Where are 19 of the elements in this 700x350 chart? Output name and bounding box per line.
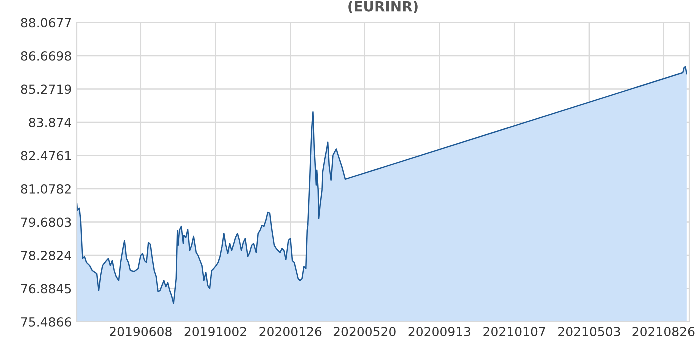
chart-title: (EURINR)	[348, 1, 418, 14]
x-tick-label: 20210503	[558, 327, 620, 337]
y-tick-label: 78.2824	[21, 250, 72, 260]
y-tick-label: 82.4761	[21, 151, 71, 161]
x-tick-label: 20200913	[408, 327, 471, 337]
y-tick-label: 85.2719	[21, 84, 72, 94]
x-tick-label: 20210826	[632, 327, 695, 337]
y-tick-label: 86.6698	[21, 51, 72, 61]
x-tick-label: 20200520	[334, 327, 396, 337]
y-tick-label: 75.4866	[21, 317, 72, 327]
y-tick-label: 83.874	[29, 118, 72, 128]
x-tick-label: 20190608	[110, 327, 172, 337]
y-tick-label: 88.0677	[21, 18, 72, 28]
y-tick-label: 79.6803	[21, 218, 72, 228]
x-tick-label: 20200126	[260, 327, 322, 337]
x-tick-label: 20210107	[484, 327, 546, 337]
y-tick-label: 81.0782	[21, 184, 71, 194]
y-tick-label: 76.8845	[21, 284, 72, 294]
x-tick-label: 20191002	[184, 327, 246, 337]
